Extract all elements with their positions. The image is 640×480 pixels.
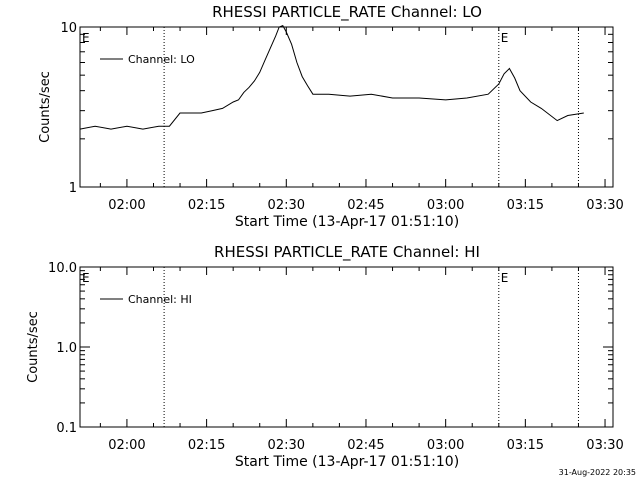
x-tick-label: 02:00 [108,198,145,213]
x-ticks: 02:00 02:15 02:30 02:45 03:00 03:15 03:30 [99,27,624,213]
legend: Channel: HI [100,293,192,306]
x-tick-label: 03:15 [507,438,544,453]
legend: Channel: LO [100,53,195,66]
y-tick-label: 1 [69,181,77,196]
generation-timestamp: 31-Aug-2022 20:35 [559,468,636,477]
legend-label: Channel: LO [128,53,195,66]
event-marker: E [501,31,509,45]
panel-channel-lo: RHESSI PARTICLE_RATE Channel: LO Counts/… [38,3,624,230]
y-ticks: 0.1 1.0 10.0 [48,261,613,436]
y-tick-label: 0.1 [56,421,77,436]
legend-label: Channel: HI [128,293,192,306]
data-series [79,24,584,130]
x-tick-label: 03:30 [586,438,623,453]
event-lines [163,267,579,427]
y-axis-label: Counts/sec [26,311,41,383]
panel-channel-hi: RHESSI PARTICLE_RATE Channel: HI Counts/… [26,243,624,470]
event-marker: E [82,31,90,45]
x-tick-label: 03:00 [427,198,464,213]
plot-frame [79,26,614,188]
x-ticks: 02:00 02:15 02:30 02:45 03:00 03:15 03:30 [99,267,624,453]
y-axis-label: Counts/sec [38,71,53,143]
x-tick-label: 02:45 [347,438,384,453]
x-tick-label: 03:15 [507,198,544,213]
x-axis-label: Start Time (13-Apr-17 01:51:10) [235,454,459,470]
event-marker: E [82,271,90,285]
x-tick-label: 02:45 [347,198,384,213]
x-tick-label: 02:15 [188,198,225,213]
chart-title: RHESSI PARTICLE_RATE Channel: LO [212,3,482,22]
x-tick-label: 02:30 [268,198,305,213]
x-tick-label: 02:30 [268,438,305,453]
y-tick-label: 1.0 [56,341,77,356]
x-tick-label: 03:00 [427,438,464,453]
series-line [79,24,584,130]
chart-title: RHESSI PARTICLE_RATE Channel: HI [214,243,480,262]
event-marker: E [501,271,509,285]
x-tick-label: 02:00 [108,438,145,453]
plot-frame [79,266,614,428]
x-tick-label: 03:30 [586,198,623,213]
y-tick-label: 10.0 [48,261,77,276]
y-ticks: 1 10 [60,21,613,196]
x-tick-label: 02:15 [188,438,225,453]
y-tick-label: 10 [60,21,77,36]
x-axis-label: Start Time (13-Apr-17 01:51:10) [235,214,459,230]
event-lines [163,27,579,187]
